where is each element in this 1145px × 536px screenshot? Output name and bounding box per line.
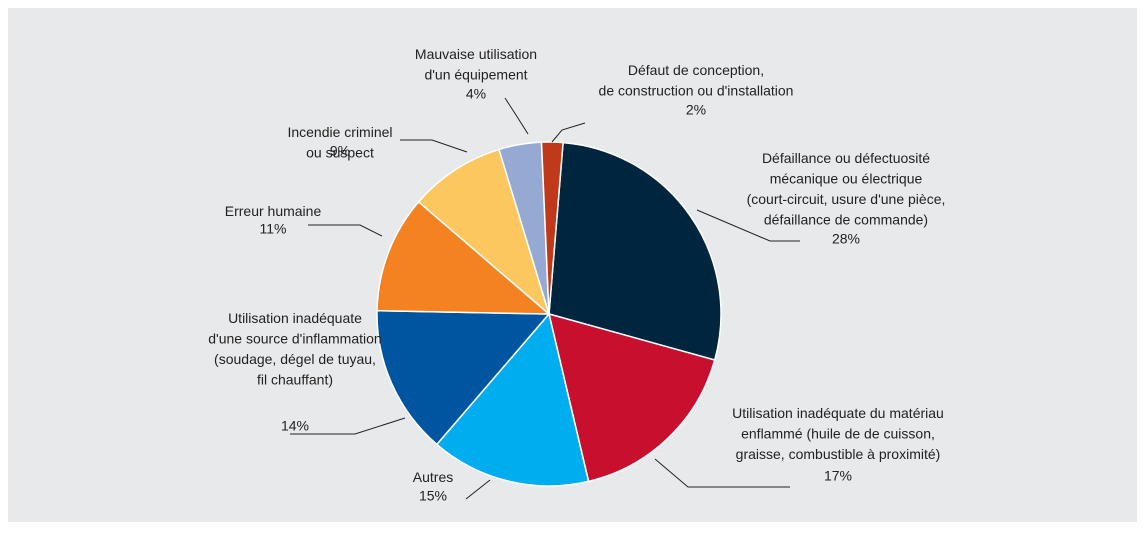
leader-line: [504, 97, 529, 135]
leader-line: [308, 224, 383, 237]
leader-line: [465, 479, 491, 500]
value-label: 15%: [419, 488, 447, 504]
pie-slice: [376, 309, 551, 446]
slice-label: Défaillance ou défectuosité mécanique ou …: [747, 150, 946, 228]
slice-label: Mauvaise utilisation d'un équipement: [415, 46, 537, 83]
pie-slice: [417, 148, 551, 317]
leader-line: [654, 458, 790, 488]
value-label: 4%: [466, 86, 486, 102]
pie-slice: [376, 200, 552, 315]
leader-line: [290, 417, 406, 435]
slice-label: Défaut de conception, de construction ou …: [599, 62, 794, 99]
value-label: 14%: [281, 418, 309, 434]
slice-label: Incendie criminel ou suspect: [287, 124, 392, 161]
value-label: 11%: [260, 221, 287, 237]
pie-slice: [435, 312, 590, 487]
value-label: 17%: [824, 468, 852, 484]
pie-slice: [548, 141, 722, 361]
slice-label: Erreur humaine: [225, 203, 322, 219]
pie-slice: [547, 312, 716, 483]
leader-line: [551, 122, 586, 143]
value-label: 2%: [686, 102, 706, 118]
slice-label: Autres: [413, 469, 453, 485]
leader-line: [696, 209, 800, 242]
slice-label: Utilisation inadéquate du matériau enflam…: [732, 405, 944, 462]
value-label: 9%: [330, 143, 350, 159]
leader-line: [400, 139, 468, 153]
slice-label: Utilisation inadéquate d'une source d'inf…: [208, 310, 381, 388]
value-label: 28%: [832, 231, 860, 247]
